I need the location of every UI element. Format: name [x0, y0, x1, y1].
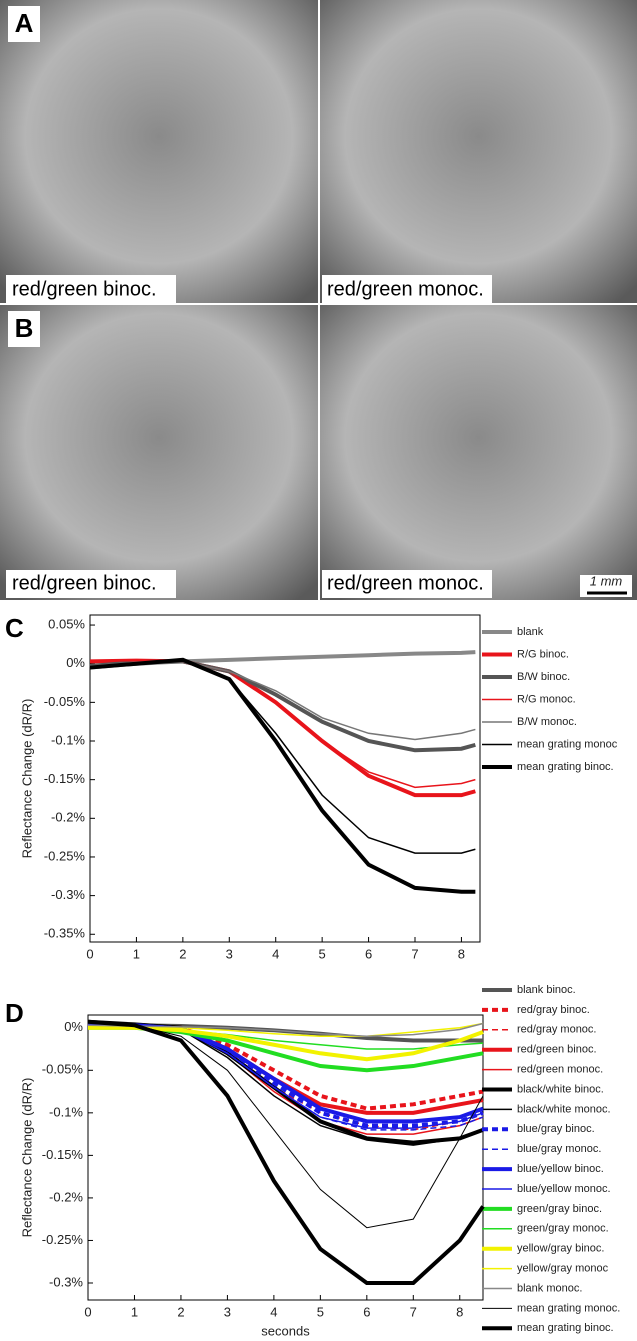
x-tick-label: 3: [226, 946, 233, 961]
legend-label: mean grating monoc.: [517, 1302, 620, 1314]
x-tick-label: 8: [458, 946, 465, 961]
legend-label: mean grating binoc.: [517, 1322, 614, 1334]
x-tick-label: 6: [363, 1304, 370, 1319]
legend-label: B/W monoc.: [517, 716, 577, 728]
y-tick-label: -0.2%: [49, 1189, 83, 1204]
x-tick-label: 6: [365, 946, 372, 961]
caption-box: [6, 570, 176, 598]
caption-box: [322, 570, 492, 598]
caption-box: [6, 275, 176, 303]
series-line: [87, 1021, 484, 1229]
caption: red/green monoc.: [327, 572, 484, 594]
scale-label: 1 mm: [590, 573, 623, 588]
image-b-monoc: [320, 305, 637, 600]
x-tick-label: 5: [317, 1304, 324, 1319]
legend-label: blue/yellow monoc.: [517, 1183, 611, 1195]
legend-label: blank monoc.: [517, 1282, 582, 1294]
legend-label: red/green binoc.: [517, 1044, 597, 1056]
legend-label: blue/yellow binoc.: [517, 1163, 604, 1175]
x-tick-label: 8: [456, 1304, 463, 1319]
plot-frame: [89, 614, 481, 943]
legend-label: green/gray monoc.: [517, 1223, 609, 1235]
series-line: [89, 659, 476, 789]
legend-label: B/W binoc.: [517, 671, 570, 683]
y-tick-label: -0.1%: [49, 1104, 83, 1119]
x-tick-label: 2: [177, 1304, 184, 1319]
caption: red/green binoc.: [12, 572, 157, 594]
x-tick-label: 3: [224, 1304, 231, 1319]
y-tick-label: 0.05%: [48, 616, 85, 631]
x-tick-label: 1: [133, 946, 140, 961]
image-a-monoc: [320, 0, 637, 303]
y-tick-label: -0.3%: [49, 1274, 83, 1289]
panel-label: A: [15, 8, 34, 38]
legend-label: black/white binoc.: [517, 1083, 604, 1095]
legend-label: yellow/gray monoc: [517, 1263, 609, 1275]
y-tick-label: -0.35%: [44, 926, 86, 941]
legend-label: yellow/gray binoc.: [517, 1243, 604, 1255]
series-line: [88, 1025, 484, 1062]
series-line: [87, 1019, 485, 1285]
legend-label: blue/gray binoc.: [517, 1123, 595, 1135]
y-tick-label: -0.25%: [42, 1232, 84, 1247]
legend-label: blank: [517, 626, 544, 638]
caption: red/green binoc.: [12, 278, 157, 300]
legend-label: R/G monoc.: [517, 693, 576, 705]
x-tick-label: 1: [131, 1304, 138, 1319]
x-tick-label: 5: [319, 946, 326, 961]
caption: red/green monoc.: [327, 278, 484, 300]
image-b-binoc: [0, 305, 318, 600]
legend-label: red/green monoc.: [517, 1064, 603, 1076]
legend-label: R/G binoc.: [517, 648, 569, 660]
series-line: [87, 1021, 484, 1124]
y-tick-label: -0.2%: [51, 810, 85, 825]
series-line: [89, 657, 476, 894]
panel-label: C: [5, 613, 24, 643]
label-box: [8, 311, 40, 347]
series-line: [89, 659, 476, 854]
legend-label: mean grating monoc: [517, 738, 618, 750]
series-line: [88, 1022, 484, 1038]
series-line: [87, 1022, 484, 1131]
x-tick-label: 0: [84, 1304, 91, 1319]
legend-label: blank binoc.: [517, 984, 576, 996]
x-tick-label: 7: [410, 1304, 417, 1319]
series-line: [87, 1022, 484, 1038]
series-line: [87, 1021, 484, 1111]
plot-frame: [87, 1014, 484, 1301]
legend-label: blue/gray monoc.: [517, 1143, 601, 1155]
legend-label: green/gray binoc.: [517, 1203, 602, 1215]
y-tick-label: 0%: [64, 1019, 83, 1034]
y-tick-label: -0.3%: [51, 887, 85, 902]
y-tick-label: -0.15%: [42, 1147, 84, 1162]
series-line: [87, 1021, 484, 1128]
y-tick-label: -0.1%: [51, 732, 85, 747]
legend-label: mean grating binoc.: [517, 761, 614, 773]
y-tick-label: -0.05%: [44, 694, 86, 709]
x-tick-label: 4: [270, 1304, 277, 1319]
y-tick-label: 0%: [66, 655, 85, 670]
series-line: [89, 658, 476, 798]
x-tick-label: 0: [86, 946, 93, 961]
x-tick-label: 2: [179, 946, 186, 961]
y-tick-label: -0.05%: [42, 1062, 84, 1077]
y-axis-label: Reflectance Change (dR/R): [19, 1078, 34, 1238]
image-a-binoc: [0, 0, 318, 303]
panel-label: D: [5, 998, 24, 1028]
y-tick-label: -0.25%: [44, 848, 86, 863]
y-tick-label: -0.15%: [44, 771, 86, 786]
panel-label: B: [15, 313, 34, 343]
caption-box: [322, 275, 492, 303]
x-axis-label: seconds: [261, 1323, 310, 1338]
y-axis-label: Reflectance Change (dR/R): [19, 699, 34, 859]
x-tick-label: 4: [272, 946, 279, 961]
label-box: [8, 6, 40, 42]
legend-label: red/gray binoc.: [517, 1004, 590, 1016]
legend-label: red/gray monoc.: [517, 1024, 596, 1036]
x-tick-label: 7: [411, 946, 418, 961]
legend-label: black/white monoc.: [517, 1103, 611, 1115]
